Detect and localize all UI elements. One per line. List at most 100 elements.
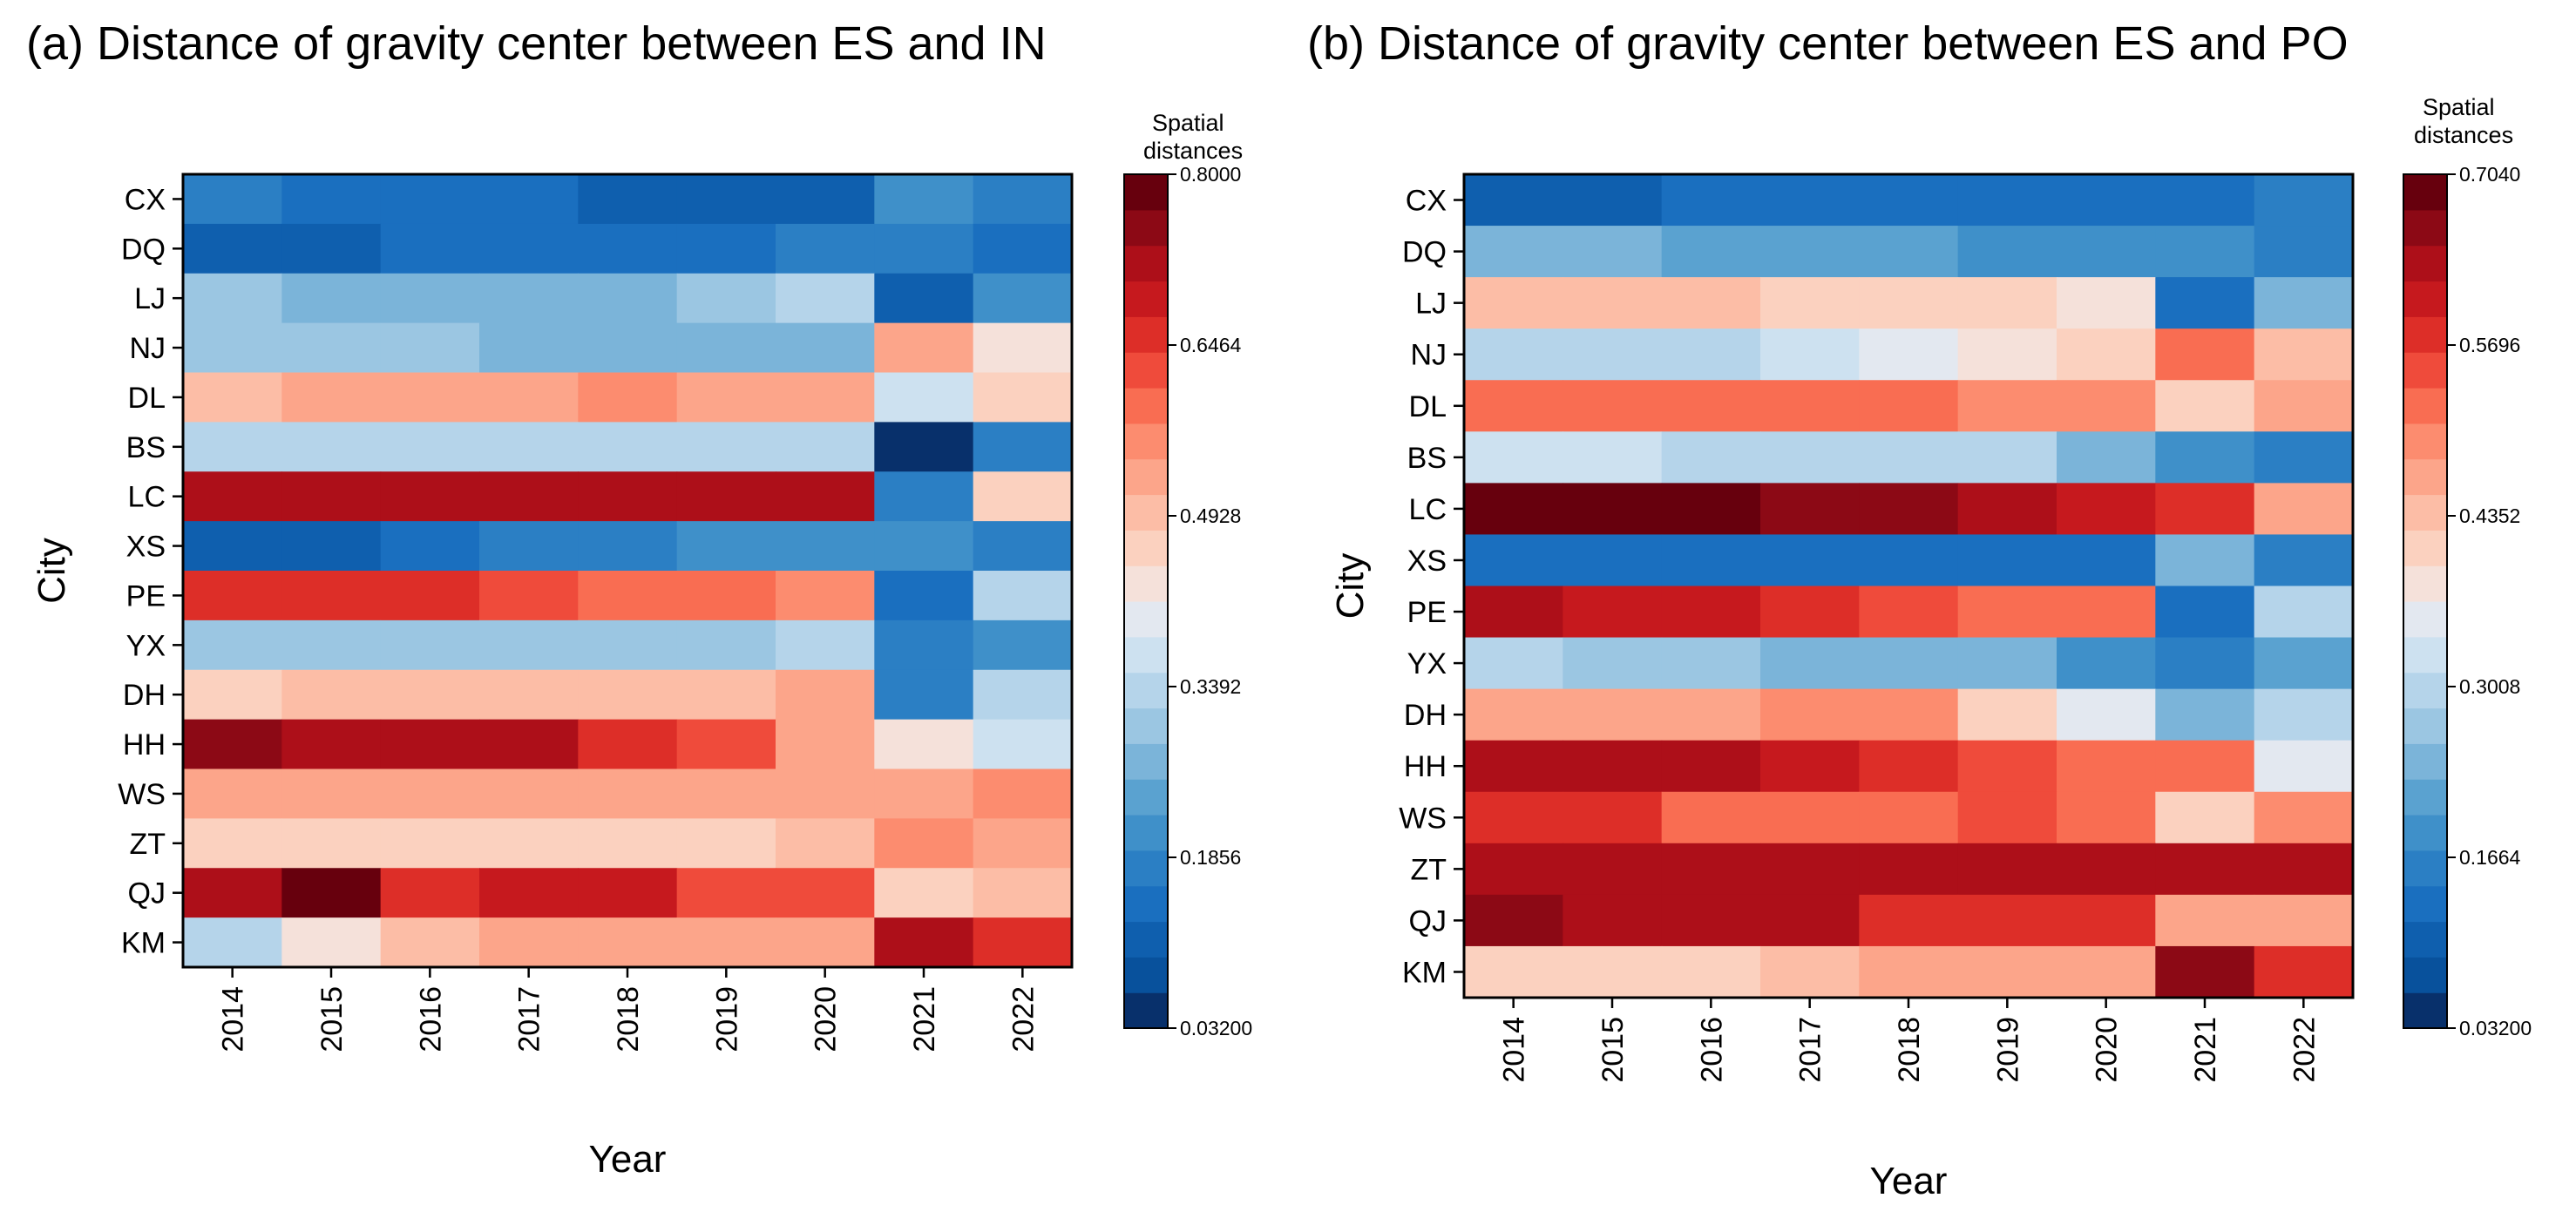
heatmap-cell [676, 818, 776, 869]
heatmap-cell [380, 174, 480, 225]
colorbar-swatch [1124, 316, 1168, 353]
heatmap-cell [2057, 740, 2156, 793]
heatmap-cell [1957, 637, 2057, 690]
heatmap-cell [183, 174, 282, 225]
heatmap-cell [1563, 586, 1663, 639]
heatmap-cell [1859, 843, 1959, 896]
heatmap-cell [2254, 174, 2354, 227]
heatmap-cell [874, 322, 974, 374]
heatmap-cell [776, 719, 875, 770]
heatmap-cell [776, 571, 875, 621]
heatmap-cell [676, 174, 776, 225]
heatmap-cell [2057, 226, 2156, 278]
heatmap-cell [676, 768, 776, 819]
heatmap-cell [380, 322, 480, 374]
y-tick-label: BS [126, 431, 166, 464]
heatmap-cell [1464, 843, 1563, 896]
heatmap-cell [2155, 791, 2255, 844]
heatmap-cell [676, 322, 776, 374]
heatmap-cell [1859, 534, 1959, 587]
colorbar-tick-label: 0.3392 [1180, 675, 1241, 698]
heatmap-cell [1760, 277, 1860, 329]
heatmap-cell [1464, 174, 1563, 227]
x-tick-label: 2019 [1991, 1017, 2024, 1083]
heatmap-cell [874, 422, 974, 472]
heatmap-cell [2155, 483, 2255, 536]
heatmap-cell [676, 471, 776, 522]
colorbar-swatch [1124, 921, 1168, 958]
heatmap-cell [281, 768, 382, 819]
heatmap-cell [1661, 174, 1761, 227]
heatmap-cell [874, 868, 974, 918]
heatmap-cell [1760, 894, 1860, 947]
x-tick-label: 2021 [2189, 1017, 2222, 1083]
heatmap-cell [1464, 277, 1563, 329]
heatmap-cell [1661, 328, 1761, 381]
heatmap-cell [874, 223, 974, 274]
heatmap-cell [676, 868, 776, 918]
y-tick-label: QJ [1409, 904, 1447, 938]
heatmap-cell [479, 322, 579, 374]
heatmap-cell [1859, 328, 1959, 381]
heatmap-cell [2155, 843, 2255, 896]
y-tick-label: BS [1407, 442, 1447, 475]
heatmap-cell [676, 223, 776, 274]
y-axis-title: City [31, 538, 73, 604]
heatmap-cell [973, 868, 1073, 918]
heatmap-cell [2254, 894, 2354, 947]
heatmap-cell [578, 571, 678, 621]
colorbar-swatch [2403, 707, 2447, 744]
x-tick-label: 2018 [612, 986, 645, 1053]
heatmap-cell [1563, 945, 1663, 999]
heatmap-cell [1760, 740, 1860, 793]
heatmap-cell [2254, 226, 2354, 278]
heatmap-cell [676, 521, 776, 572]
heatmap-cell [1957, 174, 2057, 227]
colorbar-swatch [2403, 743, 2447, 780]
colorbar-swatch [1124, 388, 1168, 424]
colorbar-swatch [2403, 423, 2447, 460]
heatmap-cell [776, 174, 875, 225]
heatmap-cell [1661, 483, 1761, 536]
heatmap-cell [2254, 791, 2354, 844]
heatmap-cell [1859, 483, 1959, 536]
colorbar-tick-label: 0.03200 [2459, 1017, 2532, 1039]
colorbar-swatch [2403, 957, 2447, 993]
heatmap-cell [1859, 380, 1959, 432]
heatmap-cell [973, 223, 1073, 274]
colorbar-title: distances [2414, 122, 2513, 148]
heatmap-cell [973, 372, 1073, 423]
heatmap-cell [183, 322, 282, 374]
heatmap-cell [2057, 688, 2156, 741]
heatmap-cell [479, 669, 579, 721]
heatmap-cell [973, 768, 1073, 819]
heatmap-cell [1464, 945, 1563, 999]
heatmap-cell [1563, 894, 1663, 947]
heatmap-cell [973, 719, 1073, 770]
heatmap-cell [1957, 226, 2057, 278]
heatmap-cell [1661, 843, 1761, 896]
heatmap-cell [1859, 688, 1959, 741]
heatmap-cell [1760, 534, 1860, 587]
heatmap-cell [1957, 483, 2057, 536]
heatmap-cell [973, 571, 1073, 621]
heatmap-cell [1859, 637, 1959, 690]
heatmap-cell [676, 372, 776, 423]
colorbar-tick-label: 0.4928 [1180, 504, 1241, 527]
colorbar-swatch [1124, 779, 1168, 816]
heatmap-cell [776, 917, 875, 968]
heatmap-cell [1859, 894, 1959, 947]
heatmap-cell [2254, 843, 2354, 896]
heatmap-cell [281, 917, 382, 968]
heatmap-cell [2155, 945, 2255, 999]
heatmap-cell [1563, 791, 1663, 844]
heatmap-cell [874, 719, 974, 770]
heatmap-cell [183, 471, 282, 522]
colorbar-swatch [2403, 779, 2447, 816]
heatmap-cell [1464, 328, 1563, 381]
heatmap-cell [1563, 431, 1663, 484]
heatmap-cell [479, 471, 579, 522]
heatmap-cell [2057, 328, 2156, 381]
heatmap-cell [874, 669, 974, 721]
heatmap-cell [1464, 483, 1563, 536]
